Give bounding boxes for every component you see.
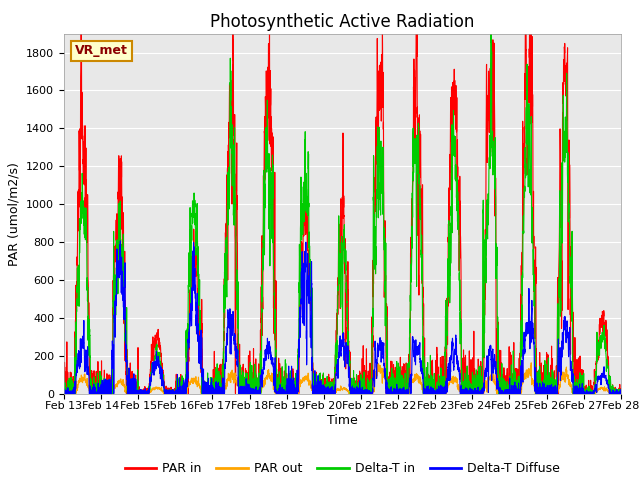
Delta-T in: [499, 385, 507, 391]
Delta-T in: [60, 376, 68, 382]
PAR in: [467, 388, 475, 394]
Legend: PAR in, PAR out, Delta-T in, Delta-T Diffuse: PAR in, PAR out, Delta-T in, Delta-T Dif…: [120, 457, 565, 480]
PAR out: [160, 390, 168, 396]
PAR out: [60, 391, 68, 396]
PAR in: [160, 382, 168, 388]
PAR in: [322, 391, 330, 396]
Delta-T Diffuse: [436, 391, 444, 396]
Delta-T in: [617, 391, 625, 396]
Delta-T Diffuse: [616, 387, 624, 393]
PAR out: [467, 391, 475, 396]
Line: PAR out: PAR out: [64, 363, 621, 394]
PAR in: [616, 391, 624, 396]
PAR out: [499, 389, 506, 395]
PAR in: [617, 386, 625, 392]
PAR in: [499, 377, 506, 383]
Delta-T in: [467, 384, 475, 390]
Delta-T in: [61, 391, 68, 396]
Delta-T Diffuse: [116, 238, 124, 244]
PAR out: [617, 391, 625, 396]
X-axis label: Time: Time: [327, 414, 358, 427]
Delta-T in: [436, 391, 444, 396]
PAR out: [527, 360, 535, 366]
Delta-T in: [487, 11, 495, 17]
Line: PAR in: PAR in: [64, 0, 621, 394]
Y-axis label: PAR (umol/m2/s): PAR (umol/m2/s): [8, 162, 20, 265]
PAR out: [436, 389, 444, 395]
PAR out: [616, 390, 624, 396]
Delta-T Diffuse: [322, 391, 330, 396]
Delta-T Diffuse: [617, 391, 625, 396]
Delta-T Diffuse: [499, 389, 507, 395]
Line: Delta-T in: Delta-T in: [64, 14, 621, 394]
Title: Photosynthetic Active Radiation: Photosynthetic Active Radiation: [210, 12, 475, 31]
Delta-T Diffuse: [161, 389, 168, 395]
PAR in: [60, 391, 68, 396]
Text: VR_met: VR_met: [75, 44, 128, 58]
PAR out: [322, 391, 330, 396]
Delta-T in: [616, 391, 624, 396]
Delta-T in: [322, 391, 330, 396]
Delta-T Diffuse: [468, 391, 476, 396]
Line: Delta-T Diffuse: Delta-T Diffuse: [64, 241, 621, 394]
PAR in: [436, 391, 444, 396]
Delta-T Diffuse: [60, 386, 68, 392]
Delta-T in: [161, 388, 168, 394]
Delta-T Diffuse: [60, 391, 68, 396]
